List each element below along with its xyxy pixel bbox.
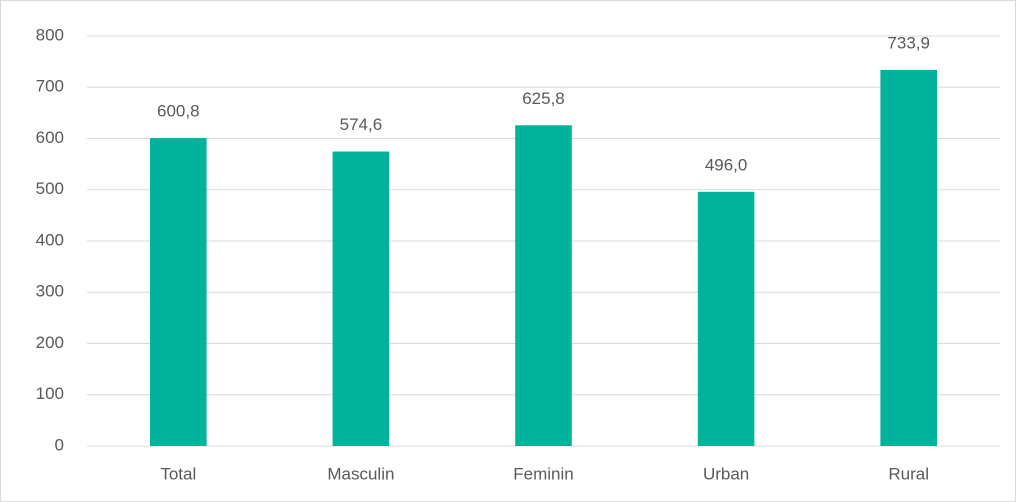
y-tick-label: 400 [36, 230, 64, 249]
bar [332, 151, 390, 446]
value-label: 600,8 [157, 102, 200, 121]
x-tick-label: Urban [703, 464, 749, 483]
y-tick-label: 600 [36, 128, 64, 147]
y-tick-label: 200 [36, 333, 64, 352]
bar [697, 191, 755, 446]
y-tick-label: 500 [36, 179, 64, 198]
y-tick-label: 700 [36, 77, 64, 96]
bar [880, 69, 938, 446]
value-label: 574,6 [340, 115, 383, 134]
y-tick-label: 300 [36, 282, 64, 301]
x-tick-label: Rural [888, 464, 929, 483]
value-label: 496,0 [705, 155, 748, 174]
value-label: 625,8 [522, 89, 565, 108]
bar [515, 125, 572, 446]
y-tick-label: 100 [36, 384, 64, 403]
x-tick-label: Total [160, 464, 196, 483]
y-tick-label: 800 [36, 25, 64, 44]
value-label: 733,9 [887, 33, 930, 52]
bar [149, 138, 207, 446]
x-tick-label: Feminin [513, 464, 573, 483]
x-tick-label: Masculin [327, 464, 394, 483]
y-tick-label: 0 [55, 435, 64, 454]
